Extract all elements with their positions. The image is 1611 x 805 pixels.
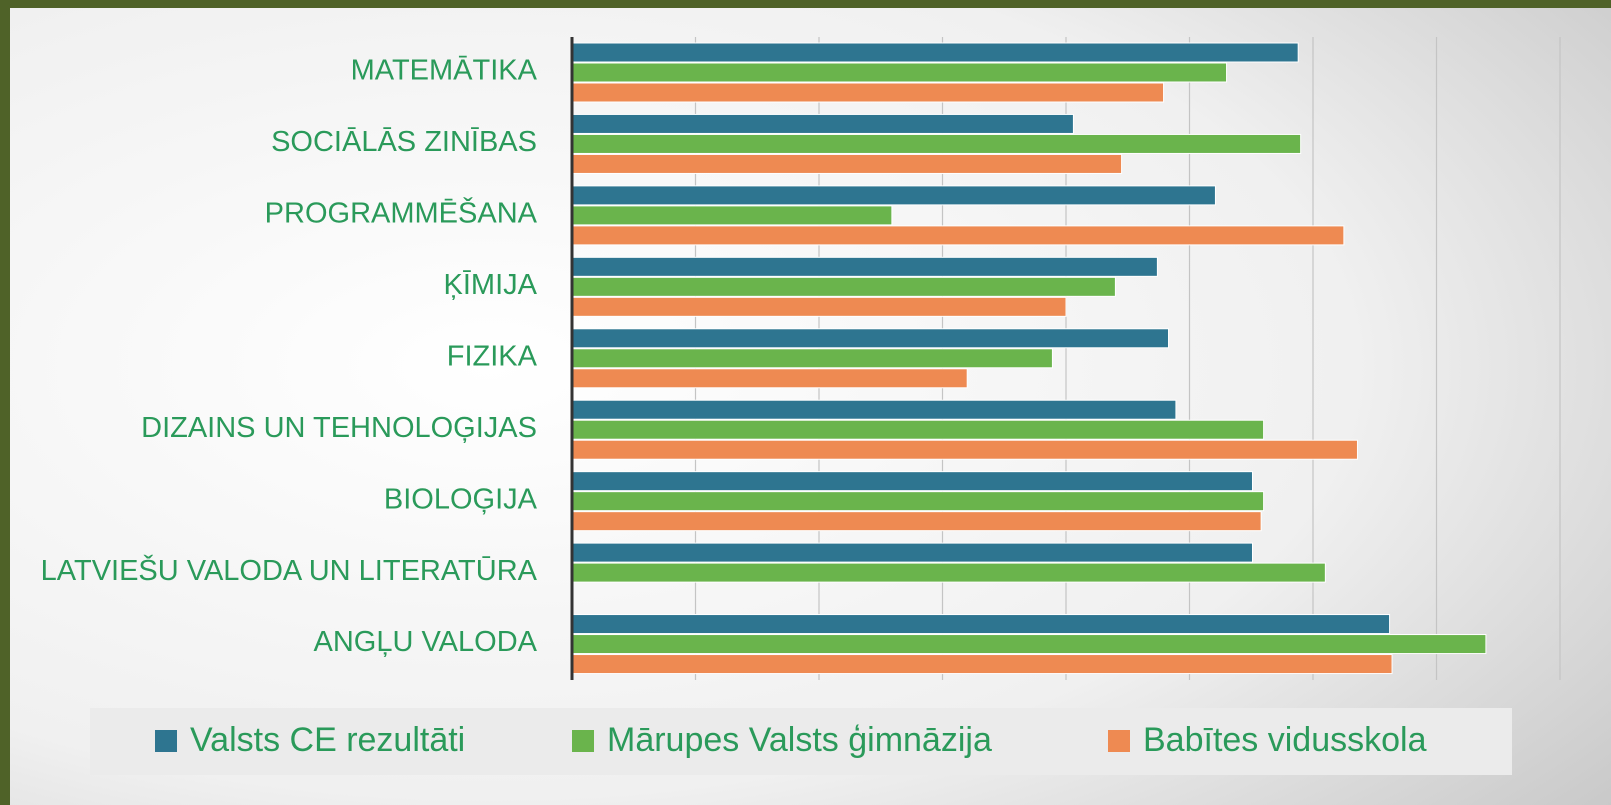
- bar: [571, 511, 1262, 532]
- bar: [571, 225, 1345, 246]
- bar: [571, 634, 1487, 655]
- bar: [571, 439, 1358, 460]
- bar: [571, 348, 1053, 369]
- bar: [571, 42, 1299, 63]
- bar: [571, 82, 1165, 103]
- category-label: BIOLOĢIJA: [384, 483, 538, 515]
- category-label: FIZIKA: [447, 340, 538, 372]
- bar: [571, 562, 1326, 583]
- legend-swatch: [572, 730, 594, 752]
- legend-box: [90, 708, 1512, 775]
- bar: [571, 471, 1253, 492]
- bar: [571, 153, 1123, 174]
- category-label: LATVIEŠU VALODA UN LITERATŪRA: [41, 553, 538, 587]
- category-label: ĶĪMIJA: [444, 269, 538, 301]
- bar: [571, 205, 893, 226]
- category-label: DIZAINS UN TEHNOLOĢIJAS: [141, 412, 537, 444]
- bar: [571, 328, 1170, 349]
- bar: [571, 419, 1265, 440]
- bar: [571, 491, 1265, 512]
- bar: [571, 654, 1393, 675]
- bar: [571, 614, 1391, 635]
- legend-label: Valsts CE rezultāti: [190, 721, 465, 759]
- legend-swatch: [1108, 730, 1130, 752]
- bar: [571, 133, 1302, 154]
- category-label: PROGRAMMĒŠANA: [265, 196, 538, 230]
- bar: [571, 113, 1074, 134]
- bar: [571, 276, 1116, 297]
- bar: [571, 542, 1253, 563]
- bar: [571, 62, 1228, 83]
- category-label: ANGĻU VALODA: [314, 626, 538, 658]
- bar: [571, 368, 968, 389]
- bar: [571, 185, 1216, 206]
- category-label: MATEMĀTIKA: [351, 55, 538, 87]
- legend-label: Mārupes Valsts ģimnāzija: [607, 721, 992, 759]
- bar: [571, 399, 1177, 420]
- legend-swatch: [155, 730, 177, 752]
- category-label: SOCIĀLĀS ZINĪBAS: [271, 126, 537, 158]
- bar: [571, 256, 1158, 277]
- bar: [571, 296, 1067, 317]
- legend-label: Babītes vidusskola: [1143, 721, 1427, 759]
